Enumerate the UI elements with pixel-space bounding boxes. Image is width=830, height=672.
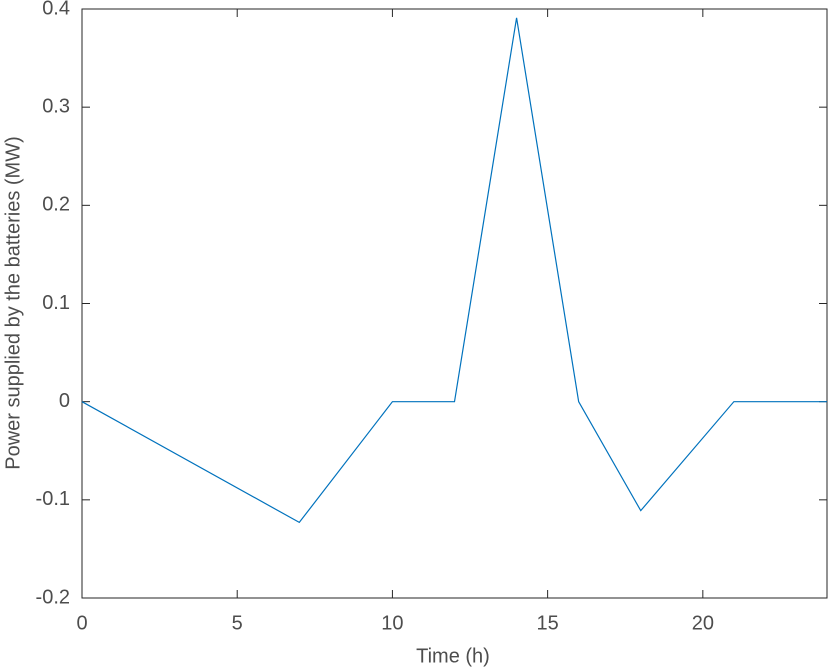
x-tick-label: 0 bbox=[76, 612, 87, 634]
x-tick-label: 15 bbox=[537, 612, 559, 634]
plot-box bbox=[81, 8, 828, 599]
y-tick-label: 0.1 bbox=[42, 292, 70, 314]
x-tick-label: 10 bbox=[381, 612, 403, 634]
y-axis-label: Power supplied by the batteries (MW) bbox=[2, 136, 24, 469]
y-tick-label: 0.4 bbox=[42, 0, 70, 19]
x-tick-label: 5 bbox=[232, 612, 243, 634]
y-tick-label: 0 bbox=[59, 390, 70, 412]
line bbox=[81, 17, 827, 524]
y-tick-label: -0.2 bbox=[36, 586, 70, 608]
y-tick-label: 0.3 bbox=[42, 95, 70, 117]
x-tick-label: 20 bbox=[692, 612, 714, 634]
y-tick-label: -0.1 bbox=[36, 488, 70, 510]
y-tick-label: 0.2 bbox=[42, 194, 70, 216]
x-axis-label: Time (h) bbox=[416, 645, 490, 667]
